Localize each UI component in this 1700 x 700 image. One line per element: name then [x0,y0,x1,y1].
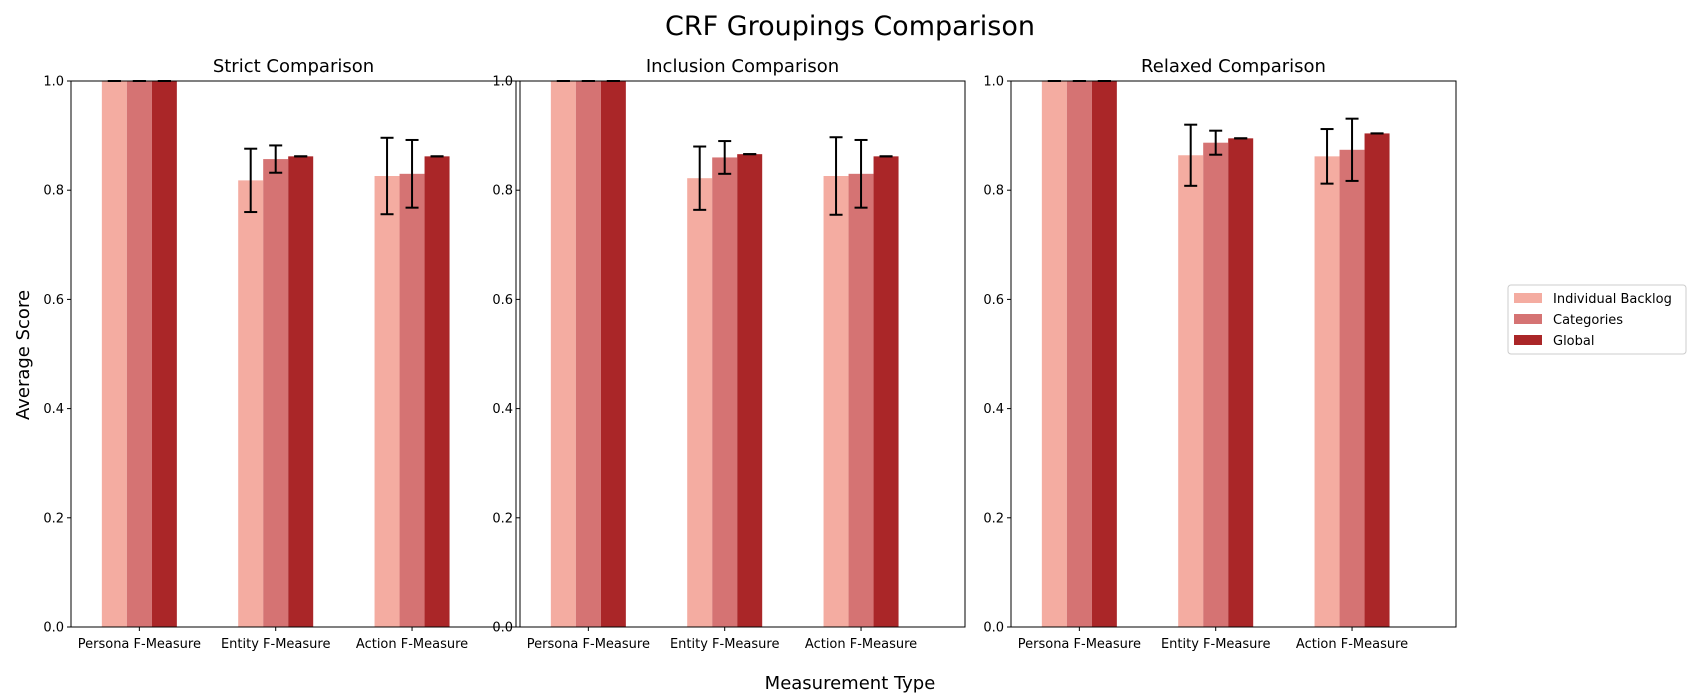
subplot-strict-comparison: Strict Comparison 0.0 0.2 0.4 0.6 0.8 1.0 Perso… [43,56,517,652]
legend-label: Global [1553,334,1594,349]
bar-individual-backlog-action-f-measure [374,176,400,627]
y-tick-label: 0.8 [983,184,1004,199]
legend-entry-categories: Categories [1514,313,1623,328]
x-tick-label: Action F-Measure [356,637,468,652]
legend: Individual Backlog Categories Global [1507,284,1687,355]
error-bar-individual-backlog-entity-f-measure [693,145,707,211]
legend-label: Individual Backlog [1553,292,1672,307]
bar-global-action-f-measure [1364,133,1390,627]
bar-individual-backlog-persona-f-measure [1041,81,1067,627]
x-tick-label: Action F-Measure [1296,637,1408,652]
bar-categories-entity-f-measure [263,159,289,627]
subplot-title: Relaxed Comparison [1141,56,1326,77]
figure-title: CRF Groupings Comparison [665,11,1035,42]
bar-categories-action-f-measure [1339,149,1365,627]
bar-categories-action-f-measure [399,173,425,627]
subplot-title: Strict Comparison [213,56,374,77]
bar-individual-backlog-entity-f-measure [1178,155,1204,628]
error-bar-individual-backlog-entity-f-measure [1184,123,1198,187]
bar-individual-backlog-entity-f-measure [687,178,713,628]
error-bar-categories-action-f-measure [405,138,419,209]
y-tick-label: 1.0 [43,75,64,90]
x-tick-label: Entity F-Measure [670,637,780,652]
y-tick-label: 0.8 [492,184,513,199]
bar-global-entity-f-measure [1228,138,1254,627]
error-bar-individual-backlog-action-f-measure [380,136,394,216]
bar-global-action-f-measure [424,156,450,627]
subplot-title: Inclusion Comparison [646,56,839,77]
legend-swatch [1514,335,1542,345]
y-tick-label: 0.2 [43,511,64,526]
legend-entry-global: Global [1514,334,1594,349]
y-tick-label: 0.4 [983,402,1004,417]
bar-categories-entity-f-measure [1203,142,1229,627]
error-bar-individual-backlog-entity-f-measure [244,147,258,214]
error-bar-individual-backlog-action-f-measure [1320,128,1334,185]
legend-box [1507,284,1687,355]
bar-categories-action-f-measure [848,173,874,627]
y-axis-label: Average Score [13,290,34,420]
subplot-inclusion-comparison: Inclusion Comparison 0.0 0.2 0.4 0.6 0.8 1.0 Pe… [492,56,966,652]
y-tick-label: 0.0 [983,621,1004,636]
error-bar-categories-entity-f-measure [269,144,283,174]
axes-frame [1010,80,1457,628]
bar-categories-persona-f-measure [126,81,152,627]
error-bar-categories-action-f-measure [1345,117,1359,182]
y-tick-label: 0.0 [43,621,64,636]
axes-frame [519,80,966,628]
x-axis-label: Measurement Type [765,673,936,694]
bar-global-persona-f-measure [1091,81,1117,627]
y-tick-label: 1.0 [492,75,513,90]
y-tick-label: 0.2 [983,511,1004,526]
bar-global-persona-f-measure [151,81,177,627]
bar-global-persona-f-measure [600,81,626,627]
bar-categories-persona-f-measure [575,81,601,627]
error-bar-categories-action-f-measure [854,138,868,209]
error-bar-categories-entity-f-measure [1209,129,1223,156]
x-tick-label: Persona F-Measure [78,637,201,652]
bar-global-action-f-measure [873,156,899,627]
bar-individual-backlog-persona-f-measure [101,81,127,627]
x-tick-label: Persona F-Measure [527,637,650,652]
legend-entry-individual-backlog: Individual Backlog [1514,292,1672,307]
bar-individual-backlog-action-f-measure [1314,156,1340,627]
legend-swatch [1514,293,1542,303]
x-tick-label: Persona F-Measure [1018,637,1141,652]
x-tick-label: Entity F-Measure [1161,637,1271,652]
bar-global-entity-f-measure [288,156,314,627]
error-bar-categories-entity-f-measure [718,140,732,175]
y-tick-label: 0.4 [43,402,64,417]
y-tick-label: 0.0 [492,621,513,636]
axes-frame [70,80,517,628]
bar-individual-backlog-action-f-measure [823,176,849,627]
subplots: Strict Comparison 0.0 0.2 0.4 0.6 0.8 1.0 Perso… [43,56,1457,652]
y-tick-label: 0.2 [492,511,513,526]
bar-categories-persona-f-measure [1066,81,1092,627]
y-tick-label: 1.0 [983,75,1004,90]
x-tick-label: Action F-Measure [805,637,917,652]
x-tick-label: Entity F-Measure [221,637,331,652]
y-tick-label: 0.8 [43,184,64,199]
bar-global-entity-f-measure [737,154,763,627]
bar-individual-backlog-entity-f-measure [238,180,264,627]
y-tick-label: 0.6 [983,293,1004,308]
legend-swatch [1514,314,1542,324]
y-tick-label: 0.6 [492,293,513,308]
subplot-relaxed-comparison: Relaxed Comparison 0.0 0.2 0.4 0.6 0.8 1.0 Pers… [983,56,1457,652]
y-tick-label: 0.4 [492,402,513,417]
y-tick-label: 0.6 [43,293,64,308]
error-bar-individual-backlog-action-f-measure [829,136,843,216]
bar-individual-backlog-persona-f-measure [550,81,576,627]
bar-categories-entity-f-measure [712,157,738,627]
legend-label: Categories [1553,313,1623,328]
